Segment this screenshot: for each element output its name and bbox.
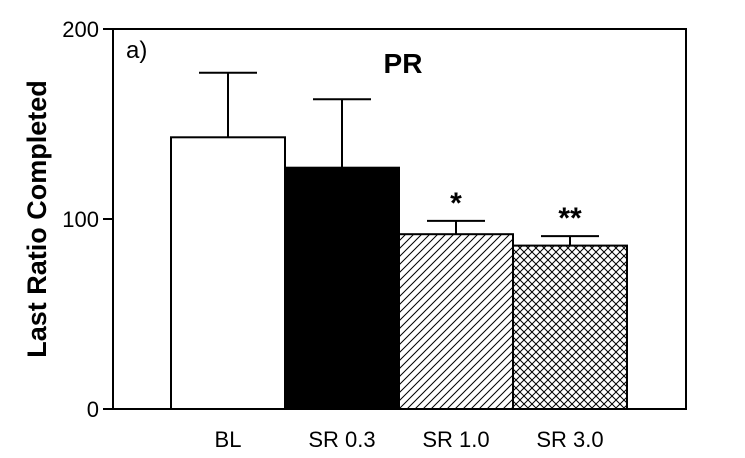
x-tick-label: SR 1.0 [422, 427, 489, 452]
x-tick-label: SR 3.0 [536, 427, 603, 452]
significance-marker-sr-3-0: ** [558, 202, 582, 235]
y-axis-ticks: 0 100 200 [62, 17, 113, 422]
significance-marker-sr-1-0: * [450, 187, 462, 220]
x-tick-label: SR 0.3 [308, 427, 375, 452]
bar-sr-1-0 [398, 233, 514, 410]
y-tick-label: 0 [87, 397, 99, 422]
y-tick-label: 100 [62, 207, 99, 232]
x-tick-label: BL [215, 427, 242, 452]
bar-bl [170, 136, 286, 411]
error-bars-group [199, 71, 599, 246]
significance-markers: * ** [450, 187, 582, 235]
bar-sr-3-0 [512, 244, 628, 410]
x-axis-labels: BL SR 0.3 SR 1.0 SR 3.0 [215, 427, 604, 452]
panel-label: a) [126, 37, 147, 64]
y-tick-label: 200 [62, 17, 99, 42]
y-axis-label: Last Ratio Completed [22, 80, 52, 358]
bar-sr-0-3 [284, 166, 400, 410]
chart-title: PR [384, 48, 423, 79]
bars-group [170, 136, 628, 411]
